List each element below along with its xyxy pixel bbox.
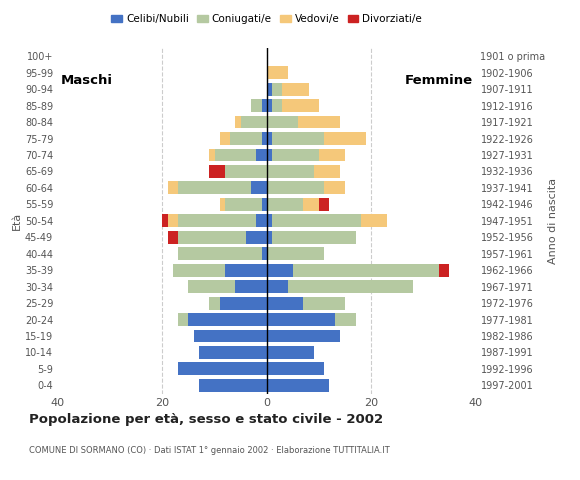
Bar [225,264,267,276]
Bar [293,264,439,276]
Bar [267,231,272,244]
Bar [262,198,267,211]
Bar [267,66,288,79]
Bar [209,148,215,161]
Bar [267,132,272,145]
Bar [272,231,356,244]
Bar [267,264,293,276]
Bar [272,215,361,227]
Bar [256,148,267,161]
Bar [168,181,178,194]
Bar [178,231,246,244]
Bar [267,148,272,161]
Bar [267,99,272,112]
Bar [178,313,188,326]
Bar [272,148,319,161]
Bar [256,215,267,227]
Bar [314,165,340,178]
Bar [194,330,267,342]
Bar [235,280,267,293]
Bar [178,215,256,227]
Bar [267,362,324,375]
Bar [272,99,282,112]
Y-axis label: Anno di nascita: Anno di nascita [548,178,559,264]
Bar [178,181,251,194]
Bar [235,116,241,129]
Bar [303,297,345,310]
Bar [188,313,267,326]
Y-axis label: Età: Età [12,212,22,230]
Bar [215,148,256,161]
Bar [262,99,267,112]
Bar [303,198,319,211]
Bar [262,132,267,145]
Bar [188,280,235,293]
Bar [220,132,230,145]
Bar [267,379,329,392]
Bar [225,165,267,178]
Bar [272,132,324,145]
Bar [267,280,288,293]
Bar [209,297,220,310]
Text: COMUNE DI SORMANO (CO) · Dati ISTAT 1° gennaio 2002 · Elaborazione TUTTITALIA.IT: COMUNE DI SORMANO (CO) · Dati ISTAT 1° g… [29,446,390,456]
Bar [162,215,168,227]
Bar [267,346,314,359]
Bar [319,148,345,161]
Bar [220,198,225,211]
Bar [267,165,314,178]
Bar [272,83,282,96]
Bar [168,231,178,244]
Bar [230,132,262,145]
Bar [267,83,272,96]
Bar [319,198,329,211]
Bar [282,99,319,112]
Bar [324,132,366,145]
Bar [178,362,267,375]
Bar [267,297,303,310]
Bar [241,116,267,129]
Bar [298,116,340,129]
Bar [324,181,345,194]
Bar [220,297,267,310]
Bar [168,215,178,227]
Bar [361,215,387,227]
Bar [251,181,267,194]
Bar [267,247,324,260]
Bar [267,181,324,194]
Bar [178,247,262,260]
Legend: Celibi/Nubili, Coniugati/e, Vedovi/e, Divorziati/e: Celibi/Nubili, Coniugati/e, Vedovi/e, Di… [107,10,426,28]
Bar [267,198,303,211]
Bar [439,264,450,276]
Bar [199,346,267,359]
Text: Popolazione per età, sesso e stato civile - 2002: Popolazione per età, sesso e stato civil… [29,413,383,426]
Text: Maschi: Maschi [60,74,113,87]
Bar [246,231,267,244]
Bar [209,165,225,178]
Text: Femmine: Femmine [405,74,473,87]
Bar [267,116,298,129]
Bar [267,330,340,342]
Bar [262,247,267,260]
Bar [267,215,272,227]
Bar [173,264,225,276]
Bar [251,99,262,112]
Bar [225,198,262,211]
Bar [335,313,356,326]
Bar [288,280,413,293]
Bar [282,83,309,96]
Bar [267,313,335,326]
Bar [199,379,267,392]
